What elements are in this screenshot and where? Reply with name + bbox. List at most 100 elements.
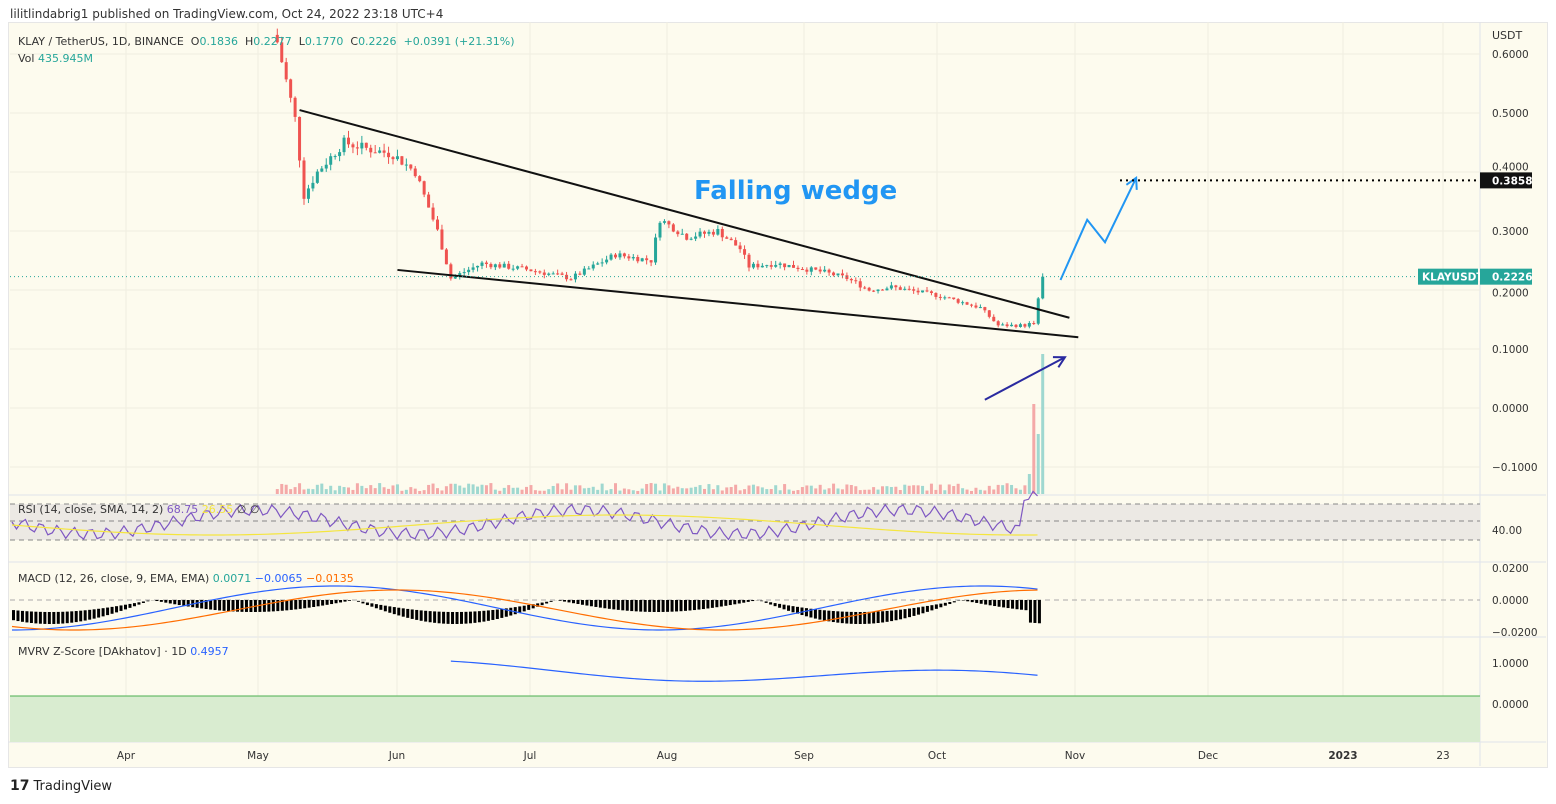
volume-bar [560, 489, 564, 494]
volume-bar [889, 486, 893, 494]
candle-body [302, 160, 306, 199]
volume-bar [462, 487, 466, 494]
volume-bar [872, 487, 876, 494]
volume-bar [698, 485, 702, 494]
volume-bar [707, 484, 711, 494]
macd-histogram-bar [598, 600, 602, 608]
macd-histogram-bar [74, 611, 78, 623]
volume-bar [876, 489, 880, 494]
volume-bar [387, 488, 391, 494]
macd-histogram-bar [334, 600, 338, 604]
y-tick-label: −0.1000 [1492, 462, 1538, 474]
macd-histogram-bar [809, 608, 813, 618]
candle-body [898, 287, 902, 290]
macd-histogram-bar [885, 610, 889, 622]
candle-body [320, 168, 324, 172]
macd-histogram-bar [168, 600, 172, 604]
x-tick-label: May [247, 750, 269, 762]
macd-histogram-bar [648, 600, 652, 612]
rsi-legend[interactable]: RSI (14, close, SMA, 14, 2) 68.75 26.55 … [18, 503, 259, 516]
macd-histogram-bar [92, 609, 96, 619]
candle-body [520, 266, 524, 268]
volume-bar [662, 483, 666, 494]
macd-histogram-bar [845, 611, 849, 624]
candle-body [1014, 324, 1018, 327]
macd-histogram-bar [607, 600, 611, 609]
macd-histogram-bar [491, 609, 495, 620]
x-tick-label: 2023 [1328, 750, 1357, 762]
open-value: 0.1836 [199, 35, 238, 48]
signal-line [11, 589, 1038, 631]
macd-histogram-bar [804, 608, 808, 617]
volume-bar [1010, 484, 1014, 494]
volume-bar [885, 486, 889, 494]
volume-bar [907, 485, 911, 494]
macd-histogram-bar [796, 606, 799, 614]
chart-frame[interactable] [8, 22, 1548, 768]
volume-bar [689, 487, 693, 494]
candle-body [573, 273, 577, 280]
candle-body [756, 263, 760, 268]
falling-wedge-annotation[interactable]: Falling wedge [694, 176, 898, 206]
volume-bar [1027, 474, 1031, 494]
macd-histogram-bar [244, 600, 248, 612]
macd-histogram-bar [267, 600, 271, 612]
volume-bar [645, 484, 649, 494]
macd-histogram-bar [182, 600, 186, 606]
macd-histogram-bar [854, 611, 858, 624]
candle-body [360, 142, 364, 149]
volume-bar [1018, 489, 1022, 494]
candle-body [418, 176, 422, 182]
candle-body [800, 269, 804, 271]
volume-bar [636, 490, 640, 494]
candle-body [711, 231, 715, 235]
candle-body [876, 289, 880, 292]
candle-body [760, 265, 764, 268]
volume-bar [453, 483, 457, 494]
macd-histogram-bar [1033, 600, 1037, 623]
candle-body [507, 263, 511, 269]
candle-body [311, 182, 315, 189]
candle-body [395, 156, 399, 160]
macd-histogram-bar [312, 600, 316, 607]
candle-body [600, 262, 604, 264]
volume-bar [418, 490, 422, 494]
volume-legend: Vol 435.945M [18, 52, 93, 65]
candle-body [378, 150, 382, 153]
candle-body [289, 79, 293, 98]
volume-bar [324, 489, 328, 494]
mvrv-legend[interactable]: MVRV Z-Score [DAkhatov] · 1D 0.4957 [18, 645, 229, 658]
macd-histogram-bar [25, 611, 29, 623]
candle-body [654, 237, 658, 263]
candle-body [814, 267, 818, 270]
macd-legend[interactable]: MACD (12, 26, close, 9, EMA, EMA) 0.0071… [18, 572, 354, 585]
macd-histogram-bar [719, 600, 723, 607]
candle-body [609, 254, 613, 260]
candle-body [333, 156, 337, 158]
candle-body [502, 263, 506, 268]
x-tick-label: 23 [1436, 750, 1449, 762]
macd-histogram-bar [280, 600, 284, 611]
volume-bar [395, 484, 399, 494]
macd-histogram-bar [307, 600, 311, 608]
volume-bar [729, 487, 733, 494]
vol-value: 435.945M [37, 52, 93, 65]
candle-body [342, 137, 346, 153]
macd-histogram-bar [522, 605, 526, 612]
candle-body [400, 156, 404, 165]
macd-histogram-bar [899, 609, 903, 620]
wedge-lower-trendline [397, 268, 1079, 339]
macd-histogram-bar [106, 607, 110, 616]
macd-histogram-bar [836, 611, 840, 623]
volume-bar [734, 484, 738, 494]
macd-histogram-bar [858, 611, 862, 624]
macd-histogram-bar [769, 602, 773, 605]
candle-body [547, 273, 551, 275]
candle-body [538, 271, 542, 273]
macd-histogram-bar [424, 610, 428, 622]
volume-bar [498, 490, 502, 494]
macd-histogram-bar [827, 610, 831, 622]
candle-body [364, 142, 368, 148]
footer-brand[interactable]: 17 TradingView [10, 778, 112, 794]
